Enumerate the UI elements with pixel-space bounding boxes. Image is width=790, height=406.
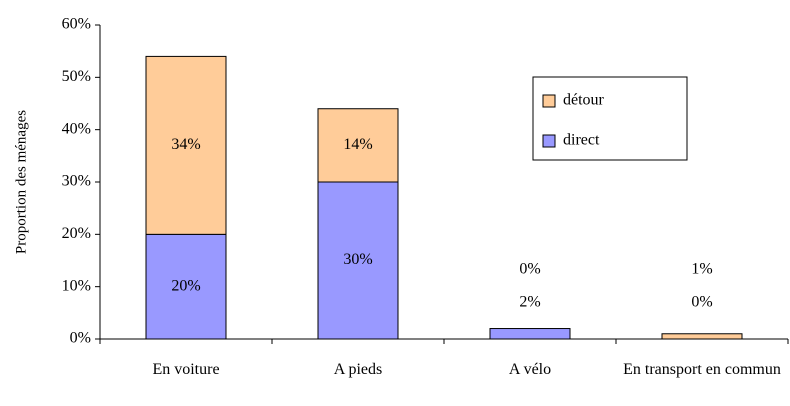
y-tick-label: 10%	[62, 277, 91, 294]
y-tick-label: 30%	[62, 173, 91, 190]
legend-swatch	[542, 94, 556, 108]
value-label: 20%	[171, 277, 200, 294]
bar-segment	[317, 108, 399, 183]
legend-label: direct	[563, 132, 600, 149]
value-label: 30%	[343, 251, 372, 268]
value-label: 0%	[519, 261, 540, 278]
bar-segment	[317, 181, 399, 340]
bar-segment	[489, 328, 571, 340]
bar-segment	[145, 55, 227, 235]
value-label: 0%	[691, 294, 712, 311]
value-label: 1%	[691, 261, 712, 278]
legend-label: détour	[563, 92, 605, 109]
legend-swatch	[542, 134, 556, 148]
x-tick-label: En transport en commun	[623, 361, 781, 378]
y-tick-label: 40%	[62, 120, 91, 137]
y-tick-label: 50%	[62, 68, 91, 85]
bar-segment	[661, 333, 743, 340]
y-axis-label: Proportion des ménages	[13, 110, 29, 254]
y-tick-label: 20%	[62, 225, 91, 242]
x-tick-label: En voiture	[152, 361, 220, 378]
legend-box	[532, 76, 688, 161]
value-label: 34%	[171, 136, 200, 153]
value-label: 2%	[519, 294, 540, 311]
y-tick-label: 0%	[70, 330, 91, 347]
x-tick-label: A pieds	[333, 361, 383, 378]
y-tick-label: 60%	[62, 16, 91, 33]
x-tick-label: A vélo	[508, 361, 552, 378]
value-label: 14%	[343, 136, 372, 153]
